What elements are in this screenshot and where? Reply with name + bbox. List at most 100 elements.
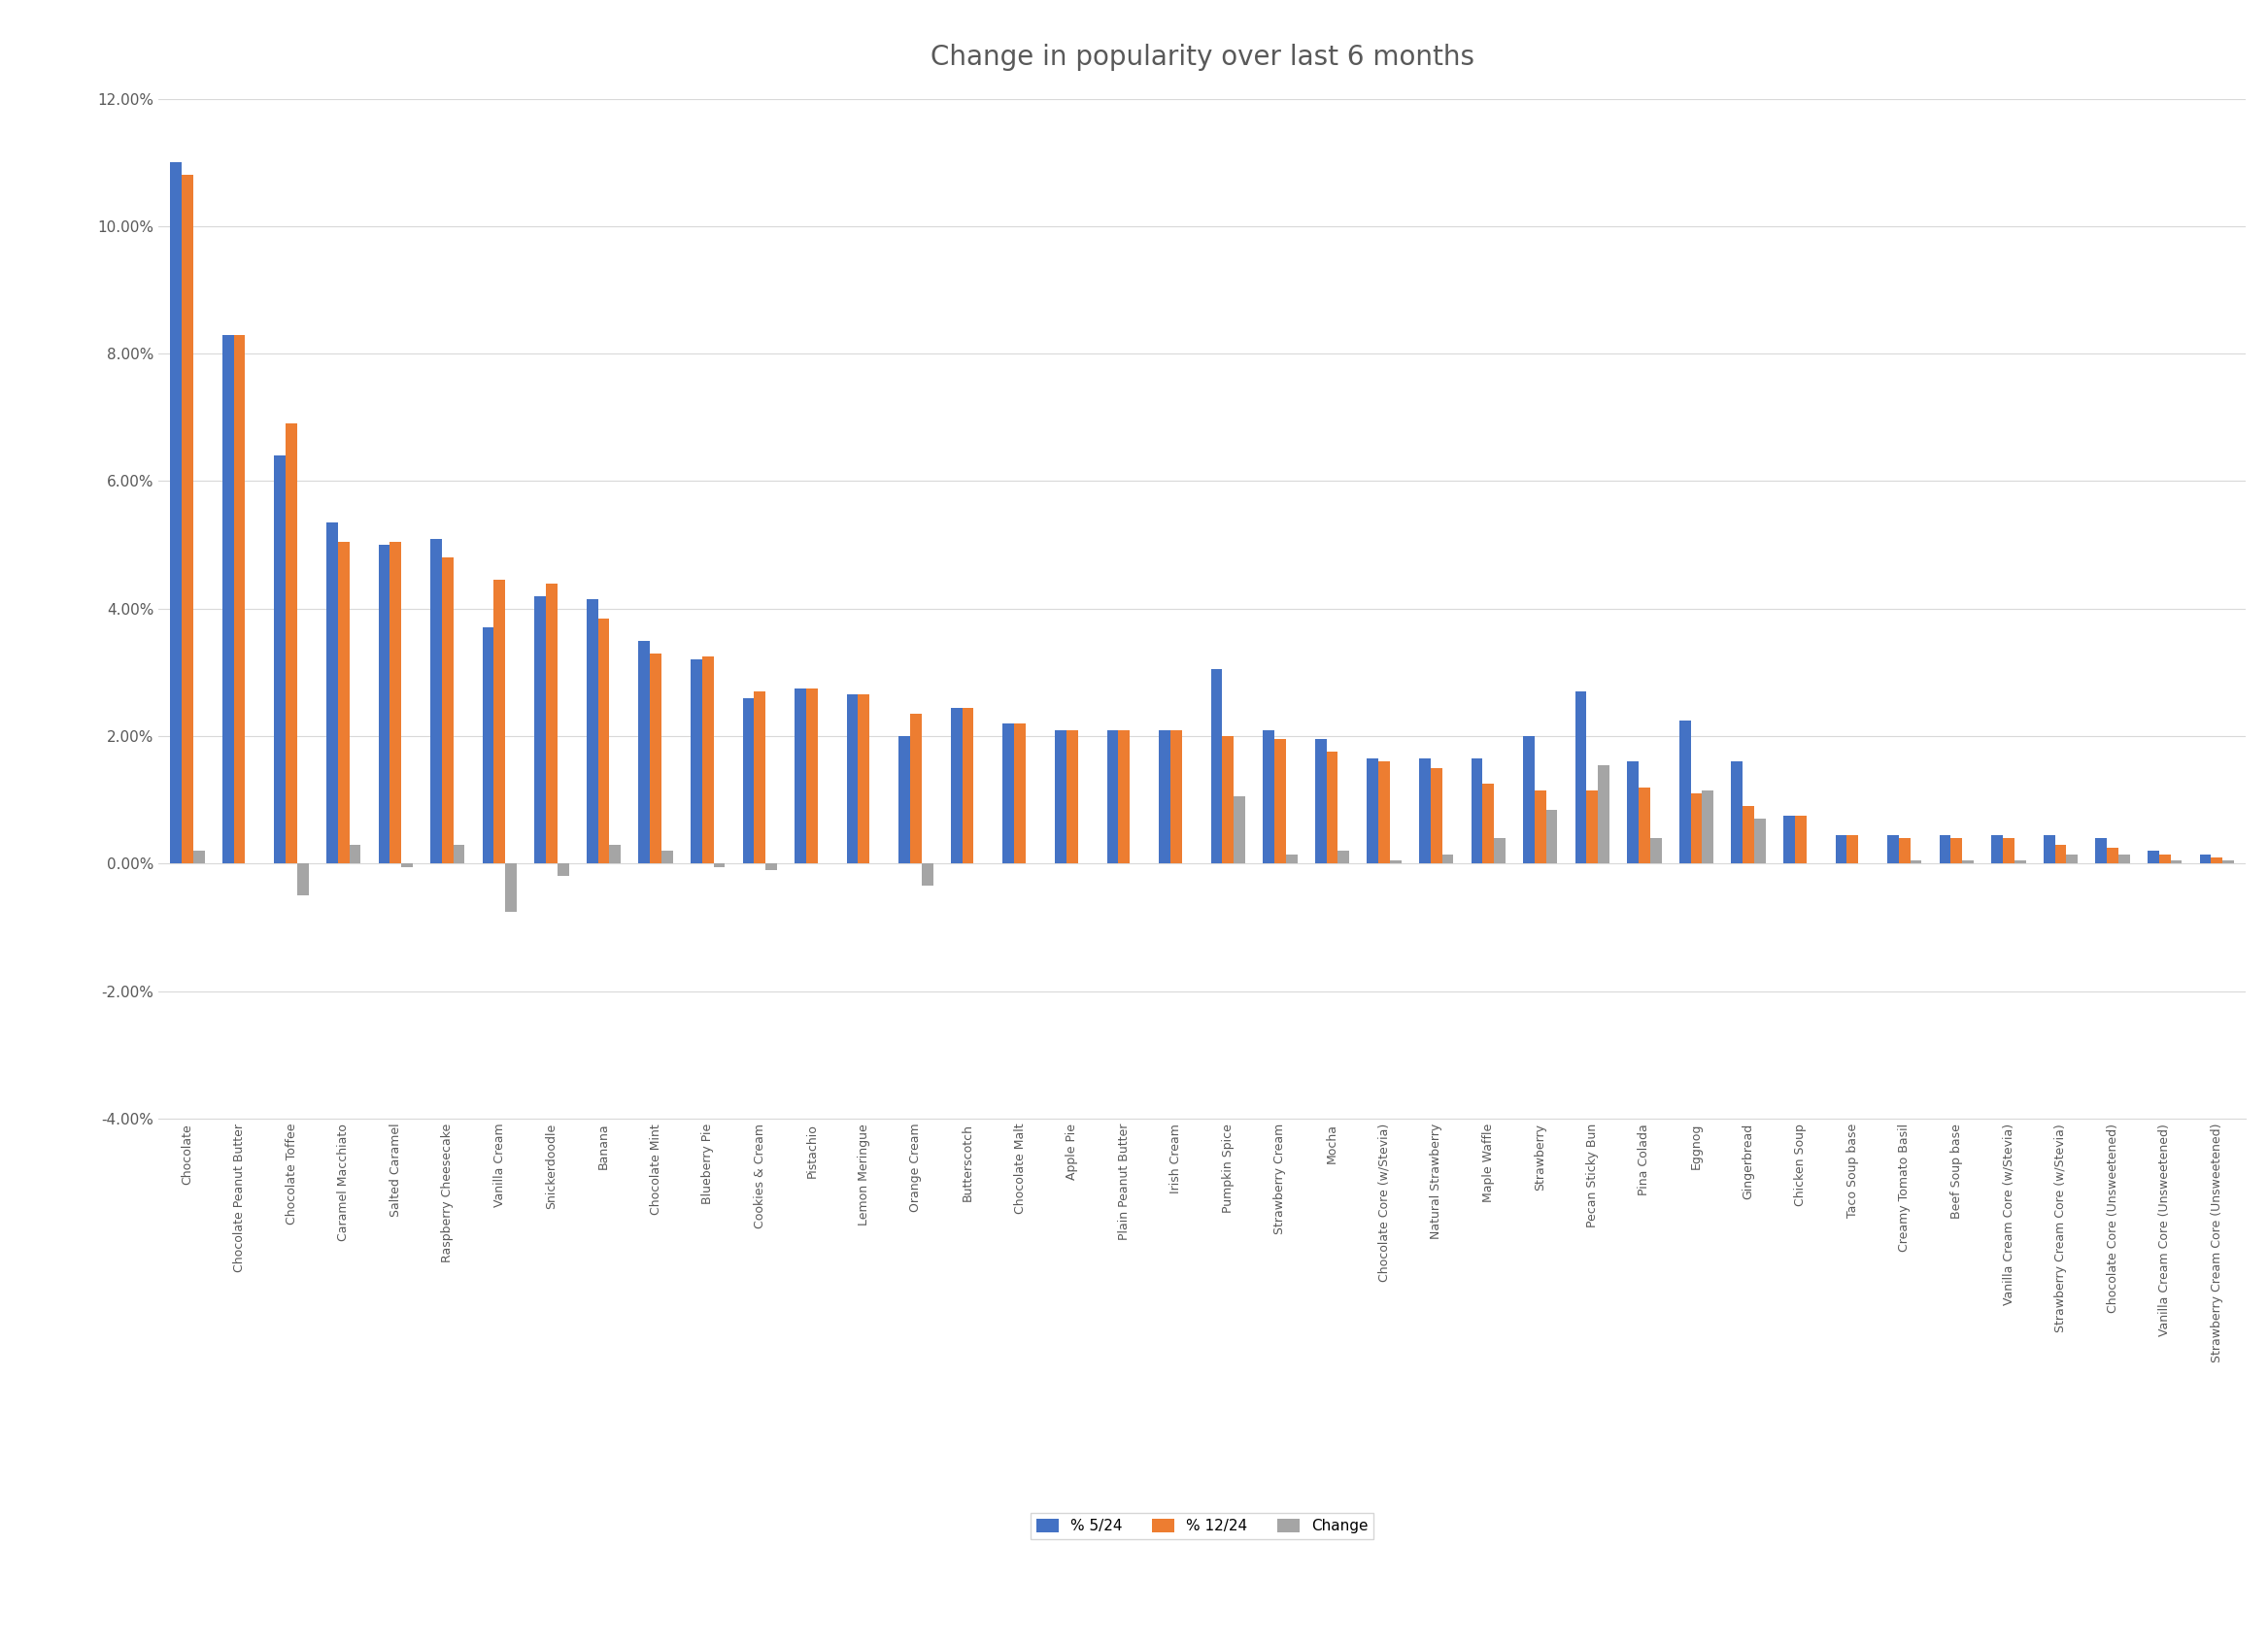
Bar <box>1637 788 1651 864</box>
Bar <box>1678 721 1690 864</box>
Bar <box>1495 839 1506 864</box>
Bar <box>1599 765 1610 864</box>
Bar <box>805 688 816 864</box>
Bar <box>1887 836 1898 864</box>
Bar <box>1794 816 1805 864</box>
Bar <box>1431 768 1442 864</box>
Bar <box>390 541 401 864</box>
Bar <box>1263 730 1275 864</box>
Bar <box>274 456 286 864</box>
Bar <box>2118 854 2130 864</box>
Bar <box>401 864 413 867</box>
Bar <box>1547 809 1558 864</box>
Bar <box>1159 730 1170 864</box>
Bar <box>1055 730 1066 864</box>
Bar <box>587 599 599 864</box>
Bar <box>857 694 869 864</box>
Bar <box>1118 730 1129 864</box>
Bar <box>483 628 494 864</box>
Bar <box>454 844 465 864</box>
Bar <box>1574 691 1588 864</box>
Bar <box>327 523 338 864</box>
Bar <box>1898 839 1910 864</box>
Bar <box>610 844 621 864</box>
Bar <box>1338 850 1349 864</box>
Bar <box>2003 839 2014 864</box>
Bar <box>1066 730 1077 864</box>
Bar <box>2055 844 2066 864</box>
Bar <box>431 538 442 864</box>
Bar <box>1327 752 1338 864</box>
Bar <box>506 864 517 911</box>
Bar <box>1588 790 1599 864</box>
Bar <box>1222 737 1234 864</box>
Bar <box>742 697 753 864</box>
Bar <box>689 660 703 864</box>
Bar <box>1483 785 1495 864</box>
Bar <box>950 707 962 864</box>
Bar <box>794 688 805 864</box>
Bar <box>662 850 674 864</box>
Bar <box>1730 762 1742 864</box>
Bar <box>1390 860 1402 864</box>
Bar <box>1442 854 1454 864</box>
Bar <box>1107 730 1118 864</box>
Bar <box>442 558 454 864</box>
Bar <box>2211 857 2223 864</box>
Bar <box>1783 816 1794 864</box>
Bar <box>1472 758 1483 864</box>
Bar <box>1939 836 1950 864</box>
Bar <box>767 864 778 870</box>
Bar <box>2066 854 2077 864</box>
Bar <box>2096 839 2107 864</box>
Bar <box>1742 806 1753 864</box>
Bar <box>921 864 932 887</box>
Bar <box>338 541 349 864</box>
Bar <box>1701 790 1715 864</box>
Bar <box>846 694 857 864</box>
Bar <box>170 163 181 864</box>
Bar <box>1002 724 1014 864</box>
Legend: % 5/24, % 12/24, Change: % 5/24, % 12/24, Change <box>1030 1513 1374 1540</box>
Bar <box>222 334 234 864</box>
Bar <box>599 619 610 864</box>
Bar <box>1524 737 1535 864</box>
Bar <box>1286 854 1297 864</box>
Bar <box>1835 836 1846 864</box>
Bar <box>1275 739 1286 864</box>
Bar <box>2043 836 2055 864</box>
Bar <box>1626 762 1637 864</box>
Bar <box>1170 730 1182 864</box>
Bar <box>1950 839 1962 864</box>
Bar <box>1379 762 1390 864</box>
Bar <box>909 714 921 864</box>
Bar <box>2200 854 2211 864</box>
Bar <box>379 544 390 864</box>
Bar <box>1315 739 1327 864</box>
Bar <box>1991 836 2003 864</box>
Bar <box>1910 860 1921 864</box>
Bar <box>2170 860 2182 864</box>
Bar <box>193 850 204 864</box>
Bar <box>1846 836 1857 864</box>
Bar <box>2107 847 2118 864</box>
Bar <box>349 844 361 864</box>
Bar <box>297 864 308 895</box>
Bar <box>1535 790 1547 864</box>
Bar <box>547 582 558 864</box>
Bar <box>703 656 714 864</box>
Bar <box>2148 850 2159 864</box>
Bar <box>1014 724 1025 864</box>
Bar <box>2159 854 2170 864</box>
Bar <box>1420 758 1431 864</box>
Bar <box>1962 860 1973 864</box>
Bar <box>651 653 662 864</box>
Bar <box>1651 839 1662 864</box>
Bar <box>181 174 193 864</box>
Bar <box>286 424 297 864</box>
Title: Change in popularity over last 6 months: Change in popularity over last 6 months <box>930 44 1474 71</box>
Bar <box>753 691 767 864</box>
Bar <box>962 707 973 864</box>
Bar <box>494 581 506 864</box>
Bar <box>1368 758 1379 864</box>
